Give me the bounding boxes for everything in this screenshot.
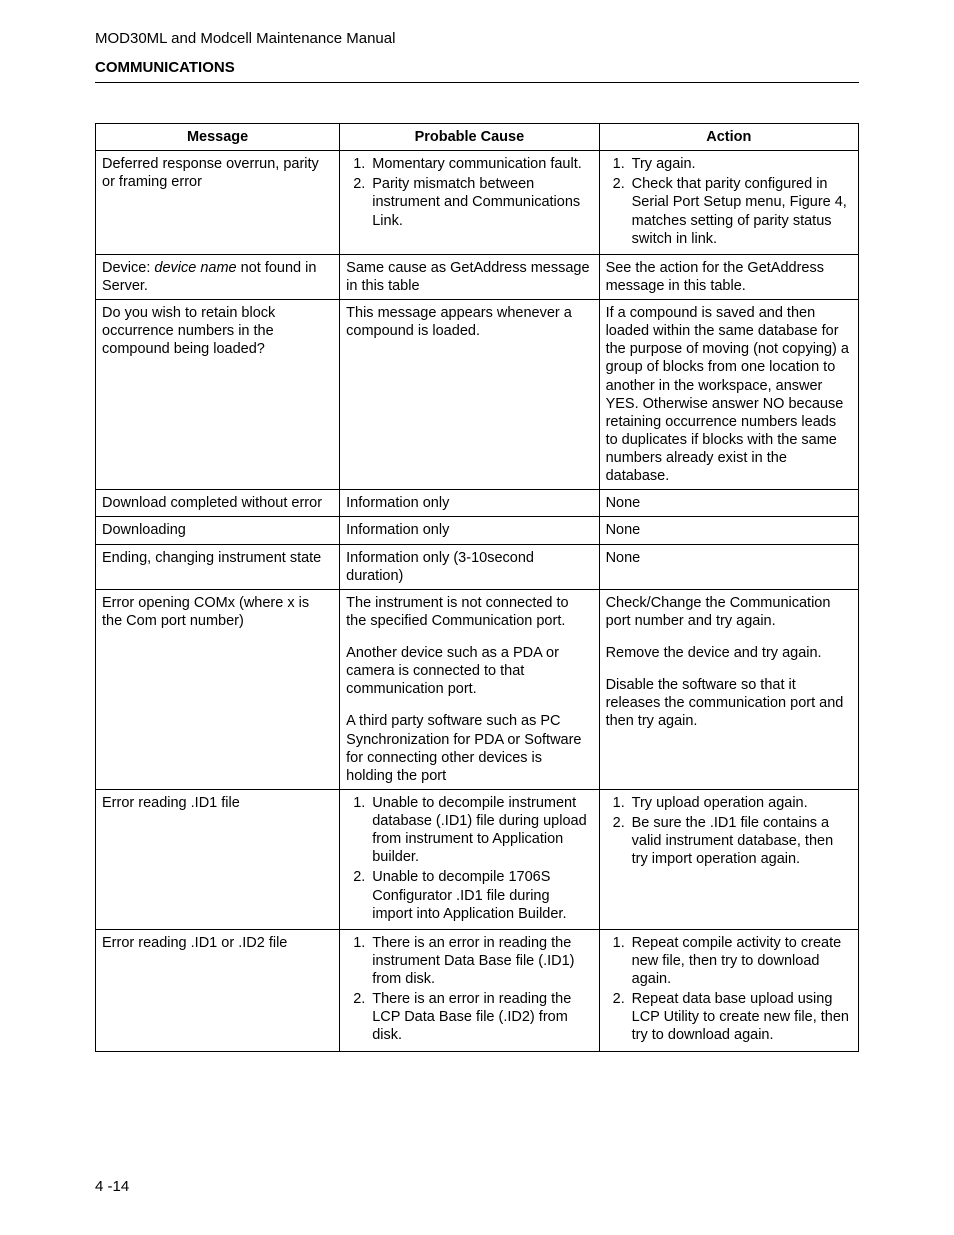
col-header-message: Message xyxy=(96,124,340,151)
col-header-cause: Probable Cause xyxy=(340,124,599,151)
table-row: Device: device name not found in Server.… xyxy=(96,254,859,299)
table-row: Error opening COMx (where x is the Com p… xyxy=(96,589,859,789)
table-cell: None xyxy=(599,544,858,589)
table-cell: Same cause as GetAddress message in this… xyxy=(340,254,599,299)
table-row: Error reading .ID1 fileUnable to decompi… xyxy=(96,789,859,929)
table-cell: Try again.Check that parity configured i… xyxy=(599,151,858,255)
table-cell: There is an error in reading the instrum… xyxy=(340,929,599,1051)
table-row: Deferred response overrun, parity or fra… xyxy=(96,151,859,255)
table-cell: If a compound is saved and then loaded w… xyxy=(599,300,858,490)
table-row: Download completed without errorInformat… xyxy=(96,490,859,517)
table-cell: Error reading .ID1 file xyxy=(96,789,340,929)
table-cell: The instrument is not connected to the s… xyxy=(340,589,599,789)
table-cell: Error reading .ID1 or .ID2 file xyxy=(96,929,340,1051)
table-row: Ending, changing instrument stateInforma… xyxy=(96,544,859,589)
table-cell: None xyxy=(599,490,858,517)
table-cell: Information only xyxy=(340,490,599,517)
table-cell: Ending, changing instrument state xyxy=(96,544,340,589)
col-header-action: Action xyxy=(599,124,858,151)
table-cell: Download completed without error xyxy=(96,490,340,517)
table-body: Deferred response overrun, parity or fra… xyxy=(96,151,859,1051)
table-cell: None xyxy=(599,517,858,544)
table-row: Do you wish to retain block occurrence n… xyxy=(96,300,859,490)
table-row: Error reading .ID1 or .ID2 fileThere is … xyxy=(96,929,859,1051)
table-cell: Do you wish to retain block occurrence n… xyxy=(96,300,340,490)
document-page: MOD30ML and Modcell Maintenance Manual C… xyxy=(0,0,954,1235)
section-heading: COMMUNICATIONS xyxy=(95,59,859,76)
table-cell: Downloading xyxy=(96,517,340,544)
table-cell: Device: device name not found in Server. xyxy=(96,254,340,299)
messages-table: Message Probable Cause Action Deferred r… xyxy=(95,123,859,1052)
table-cell: Deferred response overrun, parity or fra… xyxy=(96,151,340,255)
table-cell: See the action for the GetAddress messag… xyxy=(599,254,858,299)
table-cell: Unable to decompile instrument database … xyxy=(340,789,599,929)
table-cell: Try upload operation again.Be sure the .… xyxy=(599,789,858,929)
table-cell: Repeat compile activity to create new fi… xyxy=(599,929,858,1051)
table-row: DownloadingInformation onlyNone xyxy=(96,517,859,544)
table-cell: Momentary communication fault.Parity mis… xyxy=(340,151,599,255)
table-cell: Information only (3-10second duration) xyxy=(340,544,599,589)
table-cell: Information only xyxy=(340,517,599,544)
table-cell: Error opening COMx (where x is the Com p… xyxy=(96,589,340,789)
document-header: MOD30ML and Modcell Maintenance Manual xyxy=(95,30,859,47)
page-number: 4 -14 xyxy=(95,1178,129,1195)
table-cell: Check/Change the Communication port numb… xyxy=(599,589,858,789)
table-cell: This message appears whenever a compound… xyxy=(340,300,599,490)
table-header-row: Message Probable Cause Action xyxy=(96,124,859,151)
header-divider xyxy=(95,82,859,83)
